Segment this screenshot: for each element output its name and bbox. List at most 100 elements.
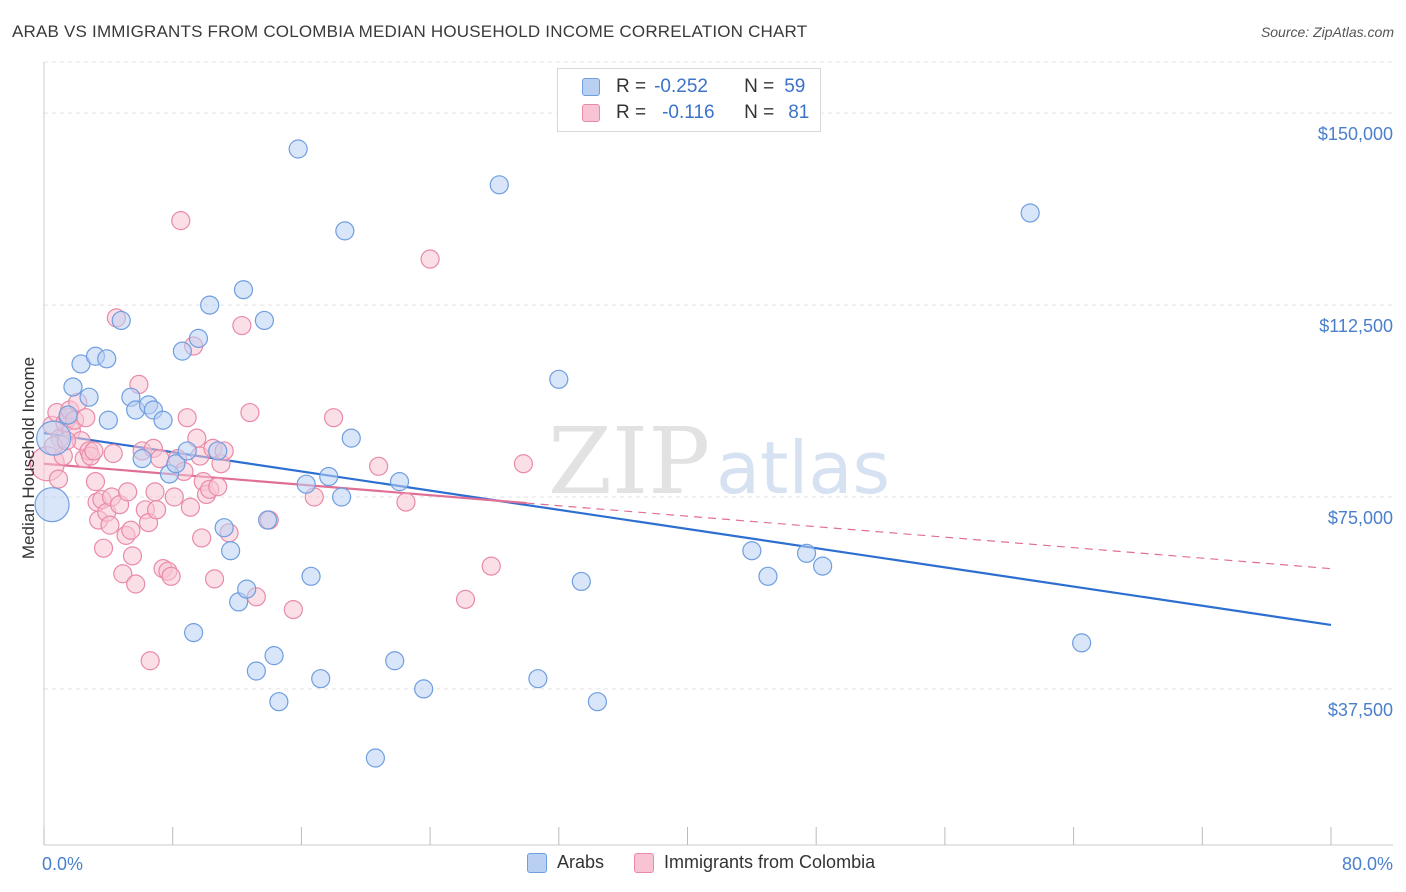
point-arabs bbox=[528, 669, 548, 689]
legend-swatch-colombia bbox=[634, 852, 655, 873]
point-arabs bbox=[214, 518, 234, 538]
point-arabs bbox=[258, 510, 278, 530]
point-arabs bbox=[188, 328, 209, 348]
point-colombia bbox=[126, 574, 146, 594]
point-colombia bbox=[455, 589, 476, 609]
point-colombia bbox=[103, 443, 123, 464]
chart-title: ARAB VS IMMIGRANTS FROM COLOMBIA MEDIAN … bbox=[12, 22, 808, 41]
point-arabs bbox=[742, 541, 762, 561]
point-arabs bbox=[489, 175, 509, 195]
point-arabs bbox=[111, 310, 131, 331]
point-arabs bbox=[63, 377, 83, 397]
point-colombia bbox=[85, 472, 106, 492]
point-colombia bbox=[420, 249, 440, 269]
point-arabs bbox=[237, 579, 257, 599]
point-colombia bbox=[204, 569, 225, 589]
legend-r-value: -0.252 bbox=[654, 76, 708, 97]
point-arabs bbox=[311, 669, 331, 689]
point-arabs bbox=[233, 280, 254, 300]
point-arabs bbox=[269, 692, 289, 712]
point-colombia bbox=[76, 408, 96, 428]
point-arabs bbox=[319, 466, 339, 487]
y-axis-label: Median Household Income bbox=[19, 357, 38, 559]
watermark-atlas: atlas bbox=[716, 426, 890, 510]
point-arabs bbox=[758, 566, 778, 586]
point-colombia bbox=[240, 402, 260, 423]
point-colombia bbox=[121, 520, 141, 540]
point-colombia bbox=[93, 538, 114, 558]
trend-line-dashed-1 bbox=[526, 502, 1332, 570]
point-arabs bbox=[172, 341, 192, 361]
point-arabs bbox=[587, 692, 608, 712]
legend-r-label: R = bbox=[616, 102, 647, 123]
point-arabs bbox=[549, 369, 569, 389]
point-colombia bbox=[118, 482, 138, 502]
legend-item-colombia[interactable]: Immigrants from Colombia bbox=[634, 852, 875, 873]
watermark: ZIP atlas bbox=[548, 408, 890, 515]
point-colombia bbox=[177, 408, 197, 428]
point-arabs bbox=[385, 651, 405, 671]
point-arabs bbox=[200, 295, 220, 315]
point-colombia bbox=[84, 441, 104, 461]
point-colombia bbox=[150, 449, 170, 469]
point-arabs bbox=[796, 543, 817, 563]
point-arabs bbox=[365, 748, 386, 768]
point-arabs bbox=[301, 566, 321, 586]
source-credit: Source: ZipAtlas.com bbox=[1260, 24, 1394, 40]
point-arabs bbox=[414, 679, 434, 699]
point-arabs bbox=[1020, 203, 1040, 223]
point-arabs bbox=[335, 221, 355, 241]
point-colombia bbox=[122, 546, 143, 566]
trend-line-solid-1 bbox=[43, 462, 527, 505]
legend-n-value: 59 bbox=[784, 76, 806, 97]
point-arabs bbox=[98, 410, 118, 430]
trend-line-0 bbox=[43, 431, 1332, 627]
point-arabs bbox=[166, 454, 186, 474]
legend-label-arabs: Arabs bbox=[557, 852, 605, 872]
point-colombia bbox=[481, 556, 501, 576]
y-tick-label: $37,500 bbox=[1328, 700, 1393, 720]
point-colombia bbox=[113, 564, 133, 584]
legend-swatch-arabs bbox=[527, 852, 547, 873]
point-colombia bbox=[513, 454, 534, 474]
point-colombia bbox=[100, 515, 120, 535]
point-colombia bbox=[369, 456, 389, 476]
point-colombia bbox=[396, 492, 416, 512]
correlation-legend: R = -0.252 N = 59 R = -0.116 N = 81 bbox=[557, 68, 821, 132]
point-arabs bbox=[332, 487, 352, 507]
point-arabs bbox=[221, 541, 241, 561]
point-arabs bbox=[288, 139, 308, 159]
point-arabs bbox=[34, 487, 70, 523]
point-colombia bbox=[283, 599, 303, 620]
point-colombia bbox=[208, 477, 228, 497]
point-arabs bbox=[813, 556, 833, 576]
legend-item-arabs[interactable]: Arabs bbox=[527, 852, 604, 873]
point-colombia bbox=[171, 211, 191, 231]
point-arabs bbox=[184, 623, 204, 643]
x-tick-label-max: 80.0% bbox=[1342, 854, 1393, 874]
point-arabs bbox=[208, 441, 228, 461]
point-arabs bbox=[36, 420, 72, 456]
point-arabs bbox=[58, 405, 78, 425]
point-arabs bbox=[389, 472, 410, 492]
point-colombia bbox=[48, 469, 69, 489]
point-colombia bbox=[145, 482, 165, 502]
point-arabs bbox=[153, 410, 173, 430]
legend-n-label: N = bbox=[744, 76, 775, 97]
legend-r-label: R = bbox=[616, 76, 647, 97]
point-colombia bbox=[232, 315, 252, 336]
point-arabs bbox=[97, 349, 117, 369]
series-legend: Arabs Immigrants from Colombia bbox=[527, 852, 905, 873]
legend-n-label: N = bbox=[744, 102, 775, 123]
watermark-zip: ZIP bbox=[548, 408, 710, 515]
x-tick-label-min: 0.0% bbox=[42, 854, 83, 874]
point-colombia bbox=[140, 651, 160, 671]
point-colombia bbox=[192, 528, 212, 548]
legend-row-arabs: R = -0.252 N = 59 bbox=[582, 74, 805, 100]
trend-lines bbox=[43, 431, 1332, 627]
legend-n-value: 81 bbox=[788, 102, 810, 123]
legend-swatch-colombia bbox=[582, 104, 600, 122]
legend-row-colombia: R = -0.116 N = 81 bbox=[582, 100, 809, 126]
y-tick-label: $75,000 bbox=[1328, 508, 1393, 528]
